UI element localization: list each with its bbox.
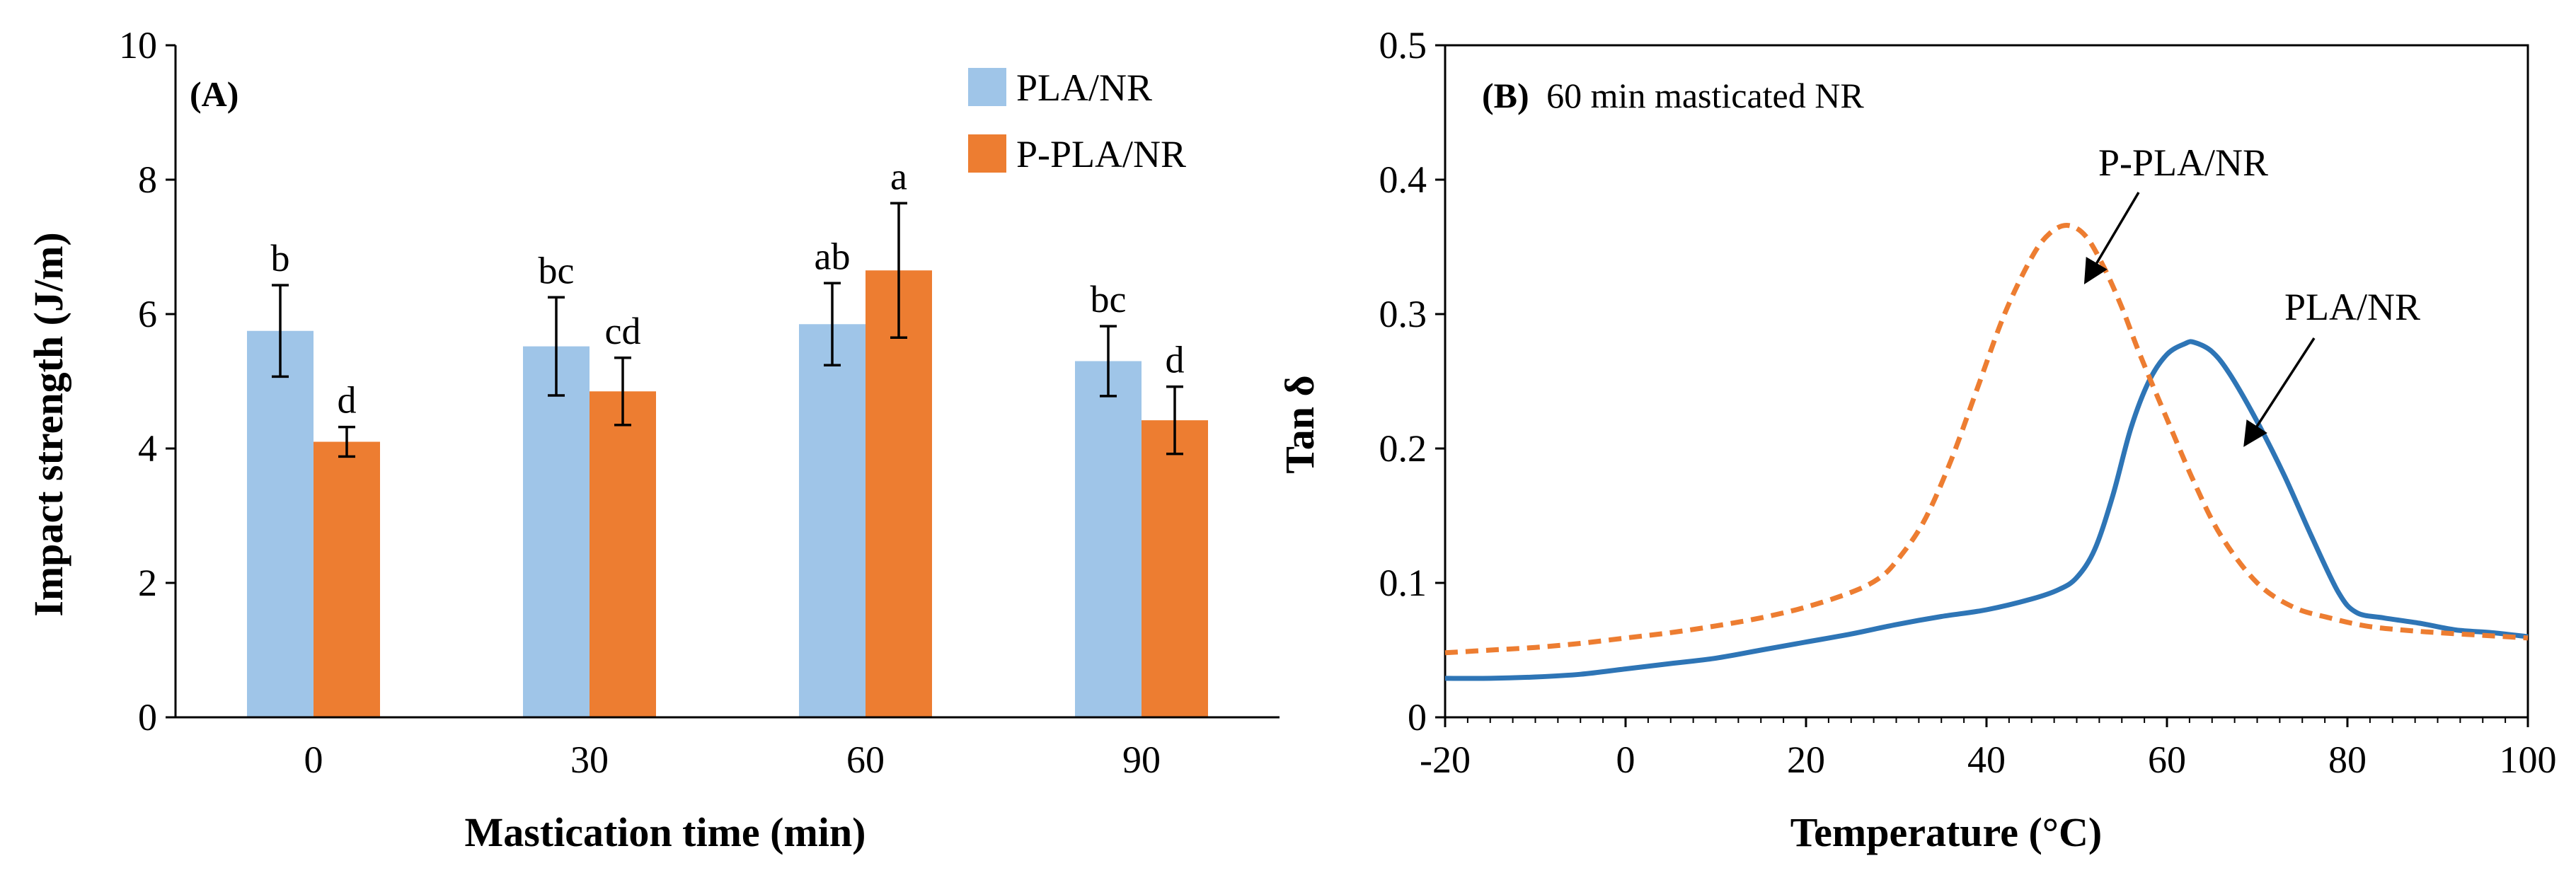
- panel-b-axes: [1435, 44, 2529, 727]
- bar-p-pla-nr-90: [1142, 420, 1208, 717]
- panel-b-annotations: P-PLA/NR PLA/NR: [2083, 141, 2420, 447]
- y-tick-label-0.4: 0.4: [1379, 158, 1427, 201]
- line-series-p-pla-nr: [1444, 223, 2529, 656]
- line-series-pla-nr: [1444, 339, 2529, 681]
- panel-a-bars: [247, 270, 1208, 718]
- significance-letter-0-0: b: [271, 237, 290, 279]
- legend-swatch-pla-nr: [968, 68, 1006, 106]
- x-tick-label-0: 0: [1616, 739, 1635, 781]
- panel-b-series-lines: [1444, 223, 2529, 681]
- panel-b-y-axis-title: Tan δ: [1277, 375, 1323, 473]
- bar-p-pla-nr-0: [314, 441, 380, 717]
- callout-label-pla-nr: PLA/NR: [2284, 286, 2420, 328]
- panel-a-x-axis-title: Mastication time (min): [465, 809, 866, 855]
- x-tick-label-40: 40: [1967, 739, 2006, 781]
- bar-pla-nr-30: [523, 346, 590, 718]
- callout-arrow-p-pla-nr: [2083, 192, 2140, 285]
- callout-arrow-pla-nr: [2243, 337, 2316, 447]
- significance-letter-1-0: d: [338, 379, 357, 422]
- x-tick-label-0: 0: [304, 739, 323, 781]
- legend-label-p-pla-nr: P-PLA/NR: [1016, 133, 1186, 175]
- y-tick-label-4: 4: [138, 427, 157, 470]
- significance-letter-0-2: ab: [815, 235, 851, 277]
- bar-pla-nr-60: [799, 324, 866, 717]
- x-tick-label-90: 90: [1122, 739, 1161, 781]
- panel-a-tick-labels: 0 30 60 90 0 2 4 6 8 10: [119, 24, 1161, 781]
- significance-letter-1-1: cd: [605, 310, 641, 352]
- panel-b-x-axis-title: Temperature (°C): [1790, 809, 2102, 855]
- y-tick-label-10: 10: [119, 24, 157, 66]
- legend-swatch-p-pla-nr: [968, 134, 1006, 173]
- callout-label-p-pla-nr: P-PLA/NR: [2098, 141, 2268, 184]
- panel-a-axes: [166, 44, 1280, 719]
- y-tick-label-0.1: 0.1: [1379, 562, 1427, 604]
- x-tick-label--20: -20: [1420, 739, 1471, 781]
- x-tick-label-30: 30: [570, 739, 609, 781]
- panel-b-title: (B) 60 min masticated NR: [1482, 76, 1864, 115]
- panel-b-subtitle: 60 min masticated NR: [1546, 76, 1864, 115]
- bar-pla-nr-90: [1075, 361, 1142, 717]
- significance-letter-1-3: d: [1166, 339, 1185, 381]
- y-tick-label-0.5: 0.5: [1379, 24, 1427, 66]
- panel-a-error-bars: [272, 202, 1183, 458]
- x-tick-label-100: 100: [2500, 739, 2557, 781]
- panel-b-label: (B): [1482, 76, 1529, 115]
- y-tick-label-0: 0: [1408, 696, 1427, 739]
- bar-pla-nr-0: [247, 330, 314, 717]
- y-tick-label-0.3: 0.3: [1379, 293, 1427, 335]
- y-tick-label-2: 2: [138, 562, 157, 604]
- x-tick-label-80: 80: [2328, 739, 2367, 781]
- y-tick-label-8: 8: [138, 158, 157, 201]
- legend-label-pla-nr: PLA/NR: [1016, 66, 1152, 109]
- bar-p-pla-nr-60: [866, 270, 932, 717]
- x-tick-label-60: 60: [2148, 739, 2186, 781]
- y-tick-label-0.2: 0.2: [1379, 427, 1427, 470]
- x-tick-label-20: 20: [1787, 739, 1825, 781]
- significance-letter-1-2: a: [890, 155, 907, 197]
- y-tick-label-6: 6: [138, 293, 157, 335]
- bar-p-pla-nr-30: [590, 391, 656, 717]
- panel-a-legend: PLA/NR P-PLA/NR: [968, 66, 1186, 175]
- significance-letter-0-1: bc: [539, 249, 575, 291]
- panel-a-y-axis-title: Impact strength (J/m): [25, 232, 71, 616]
- x-tick-label-60: 60: [846, 739, 885, 781]
- panel-a-label: (A): [190, 74, 238, 114]
- y-tick-label-0: 0: [138, 696, 157, 739]
- significance-letter-0-3: bc: [1091, 278, 1127, 320]
